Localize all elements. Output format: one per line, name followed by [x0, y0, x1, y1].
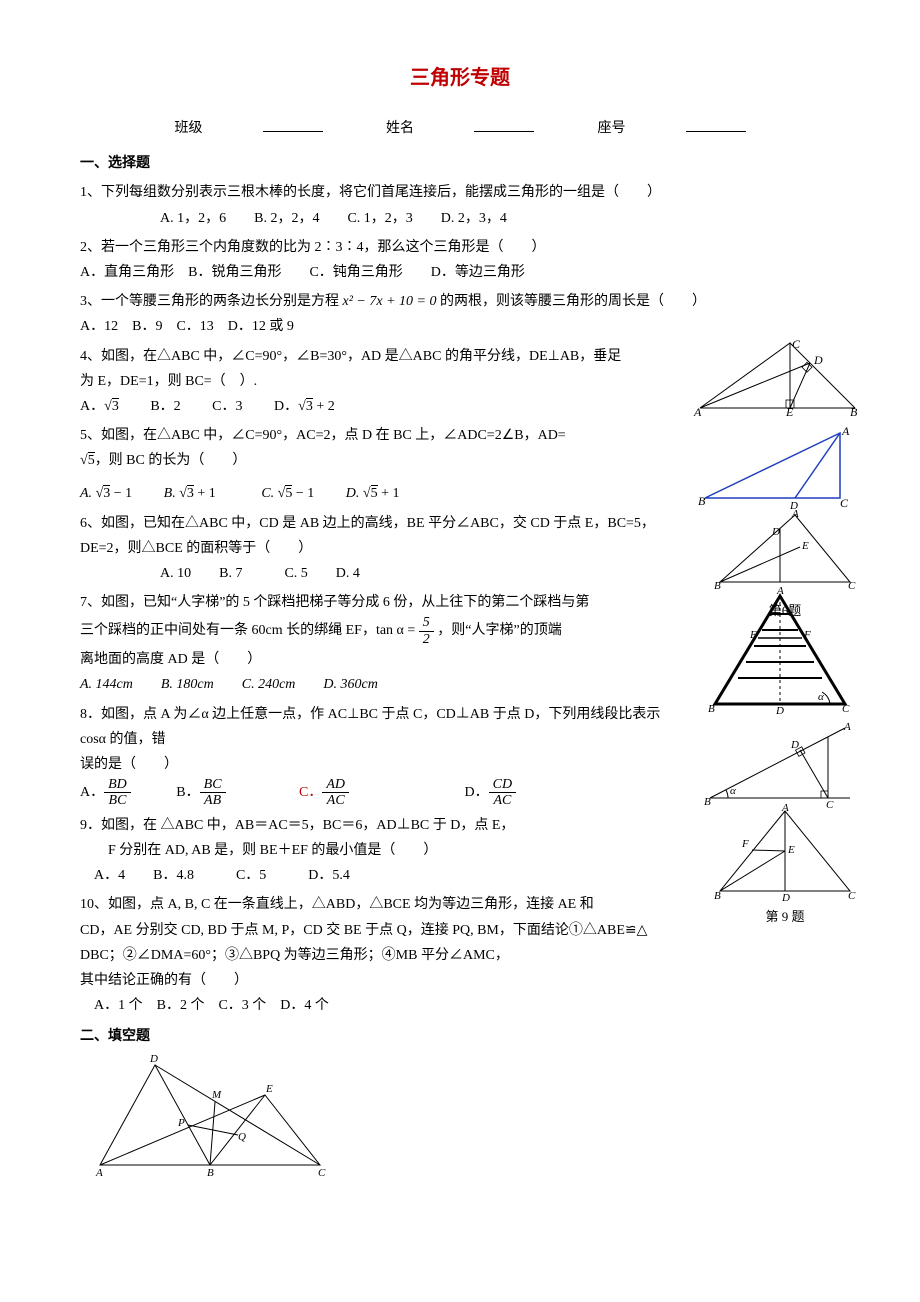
seat-label: 座号 [598, 121, 626, 136]
q4-l2: 为 E，DE=1，则 BC=（ ）. [80, 369, 660, 394]
name-blank[interactable] [474, 117, 534, 132]
question-4: 4、如图，在△ABC 中，∠C=90°，∠B=30°，AD 是△ABC 的角平分… [80, 344, 840, 420]
q2-options: A．直角三角形 B．锐角三角形 C．钝角三角形 D．等边三角形 [80, 260, 840, 285]
svg-text:B: B [850, 405, 858, 418]
q7-frac: 52 [419, 615, 434, 647]
svg-text:M: M [211, 1089, 222, 1101]
q7-l2a: 三个踩档的正中间处有一条 60cm 长的绑绳 EF，tan α = [80, 623, 419, 638]
q7-l1: 7、如图，已知“人字梯”的 5 个踩档把梯子等分成 6 份，从上往下的第二个踩档… [80, 590, 670, 615]
q3-eq: x² − 7x + 10 = 0 [343, 294, 437, 309]
q4-l1: 4、如图，在△ABC 中，∠C=90°，∠B=30°，AD 是△ABC 的角平分… [80, 344, 660, 369]
question-2: 2、若一个三角形三个内角度数的比为 2∶3∶4，那么这个三角形是（ ） A．直角… [80, 235, 840, 285]
svg-text:E: E [265, 1083, 273, 1095]
q10-figure: A B C D E M P Q [80, 1040, 840, 1180]
q7-options: A. 144cm B. 180cm C. 240cm D. 360cm [80, 672, 670, 697]
q1-options: A. 1，2，6 B. 2，2，4 C. 1，2，3 D. 2，3，4 [80, 206, 840, 231]
q5-options: A. √3 − 1 B. √3 + 1 C. √5 − 1 D. √5 + 1 [80, 481, 660, 506]
svg-text:D: D [149, 1053, 158, 1065]
class-blank[interactable] [263, 117, 323, 132]
q3-options: A．12 B．9 C．13 D．12 或 9 [80, 314, 840, 339]
q5-l2: √5，则 BC 的长为（ ） [80, 448, 660, 473]
q8-options: A．BDBC B．BCAB C．ADAC D．CDAC [80, 777, 670, 809]
q7-l3: 离地面的高度 AD 是（ ） [80, 647, 670, 672]
q10-l4: 其中结论正确的有（ ） [80, 968, 680, 993]
q4-b: B．2 [150, 399, 180, 414]
seat-blank[interactable] [686, 117, 746, 132]
q10-l2: CD，AE 分别交 CD, BD 于点 M, P，CD 交 BE 于点 Q，连接… [80, 918, 680, 943]
q1-stem: 1、下列每组数分别表示三根木棒的长度，将它们首尾连接后，能摆成三角形的一组是（ … [80, 180, 840, 205]
form-header: 班级 姓名 座号 [80, 116, 840, 141]
q3-stem-b: 的两根，则该等腰三角形的周长是（ ） [436, 294, 706, 309]
question-9: 9．如图，在 △ABC 中，AB＝AC＝5，BC＝6，AD⊥BC 于 D，点 E… [80, 813, 840, 889]
section-1-heading: 一、选择题 [80, 151, 840, 176]
class-label: 班级 [175, 121, 203, 136]
svg-text:A: A [843, 721, 851, 733]
q7-l2b: ，则“人字梯”的顶端 [437, 623, 561, 638]
name-label: 姓名 [386, 121, 414, 136]
question-6: 6、如图，已知在△ABC 中，CD 是 AB 边上的高线，BE 平分∠ABC，交… [80, 511, 840, 587]
q10-l1: 10、如图，点 A, B, C 在一条直线上，△ABD，△BCE 均为等边三角形… [80, 892, 680, 917]
question-3: 3、一个等腰三角形的两条边长分别是方程 x² − 7x + 10 = 0 的两根… [80, 289, 840, 339]
q4-d-label: D． [274, 399, 298, 414]
q5-l2b: ，则 BC 的长为（ ） [95, 453, 247, 468]
q9-options: A．4 B．4.8 C．5 D．5.4 [80, 863, 680, 888]
q6-l1: 6、如图，已知在△ABC 中，CD 是 AB 边上的高线，BE 平分∠ABC，交… [80, 511, 680, 536]
q9-l2: F 分别在 AD, AB 是，则 BE＋EF 的最小值是（ ） [80, 838, 680, 863]
question-8: 8．如图，点 A 为∠α 边上任意一点，作 AC⊥BC 于点 C，CD⊥AB 于… [80, 702, 840, 809]
svg-text:B: B [207, 1167, 214, 1179]
q10-options: A．1 个 B．2 个 C．3 个 D．4 个 [80, 993, 680, 1018]
svg-text:A: A [95, 1167, 103, 1179]
svg-text:C: C [848, 890, 856, 902]
q3-stem-a: 3、一个等腰三角形的两条边长分别是方程 [80, 294, 343, 309]
svg-text:C: C [842, 703, 850, 715]
q2-stem: 2、若一个三角形三个内角度数的比为 2∶3∶4，那么这个三角形是（ ） [80, 235, 840, 260]
q6-l2: DE=2，则△BCE 的面积等于（ ） [80, 536, 680, 561]
svg-text:P: P [177, 1117, 185, 1129]
svg-text:Q: Q [238, 1131, 246, 1143]
q10-l3: DBC；②∠DMA=60°；③△BPQ 为等边三角形；④MB 平分∠AMC， [80, 943, 680, 968]
page-title: 三角形专题 [80, 60, 840, 96]
question-10: 10、如图，点 A, B, C 在一条直线上，△ABD，△BCE 均为等边三角形… [80, 892, 840, 1018]
q4-a-label: A． [80, 399, 104, 414]
q9-l1: 9．如图，在 △ABC 中，AB＝AC＝5，BC＝6，AD⊥BC 于 D，点 E… [80, 813, 680, 838]
q5-l1: 5、如图，在△ABC 中，∠C=90°，AC=2，点 D 在 BC 上，∠ADC… [80, 423, 660, 448]
q8-l1: 8．如图，点 A 为∠α 边上任意一点，作 AC⊥BC 于点 C，CD⊥AB 于… [80, 702, 670, 752]
svg-text:A: A [841, 424, 850, 438]
question-7: 7、如图，已知“人字梯”的 5 个踩档把梯子等分成 6 份，从上往下的第二个踩档… [80, 590, 840, 697]
q4-c: C．3 [212, 399, 242, 414]
question-1: 1、下列每组数分别表示三根木棒的长度，将它们首尾连接后，能摆成三角形的一组是（ … [80, 180, 840, 230]
q7-l2: 三个踩档的正中间处有一条 60cm 长的绑绳 EF，tan α = 52 ，则“… [80, 615, 670, 647]
question-5: 5、如图，在△ABC 中，∠C=90°，AC=2，点 D 在 BC 上，∠ADC… [80, 423, 840, 507]
q6-options: A. 10 B. 7 C. 5 D. 4 [80, 561, 680, 586]
svg-text:C: C [318, 1167, 326, 1179]
q8-l2: 误的是（ ） [80, 752, 670, 777]
q4-options: A．√3 B．2 C．3 D．√3 + 2 [80, 394, 660, 419]
